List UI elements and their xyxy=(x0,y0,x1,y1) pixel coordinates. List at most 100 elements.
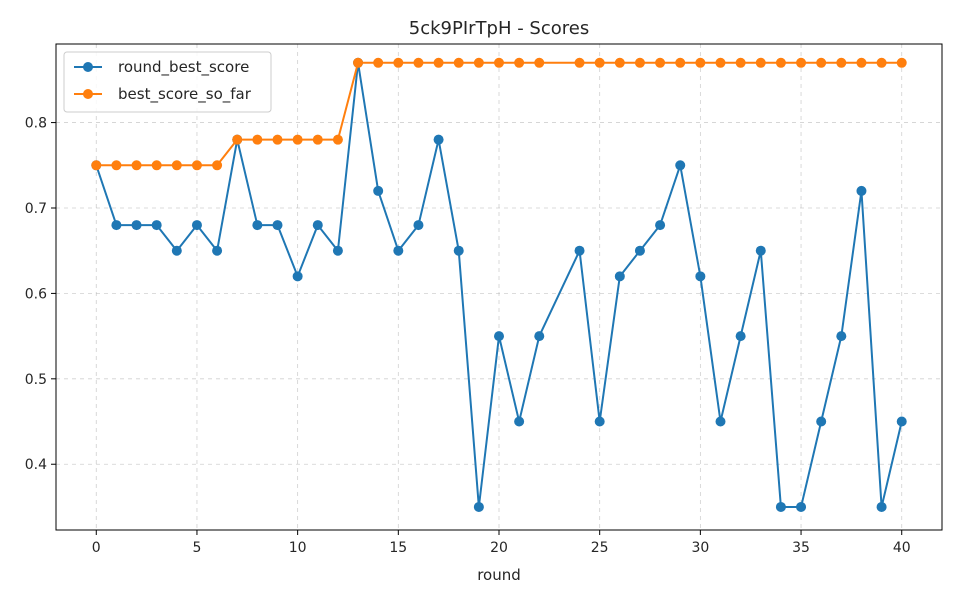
data-point-best-score-so-far xyxy=(171,160,182,171)
data-point-round-best-score xyxy=(695,271,706,282)
data-point-best-score-so-far xyxy=(695,57,706,68)
data-point-round-best-score xyxy=(252,220,263,231)
data-point-best-score-so-far xyxy=(836,57,847,68)
data-point-round-best-score xyxy=(433,134,444,145)
data-point-round-best-score xyxy=(755,245,766,256)
data-point-best-score-so-far xyxy=(715,57,726,68)
legend-marker-best-score-so-far xyxy=(83,89,93,99)
data-point-best-score-so-far xyxy=(735,57,746,68)
data-point-round-best-score xyxy=(876,501,887,512)
data-point-round-best-score xyxy=(614,271,625,282)
data-point-round-best-score xyxy=(312,220,323,231)
data-point-round-best-score xyxy=(373,185,384,196)
data-point-best-score-so-far xyxy=(312,134,323,145)
data-point-best-score-so-far xyxy=(574,57,585,68)
data-point-best-score-so-far xyxy=(393,57,404,68)
data-point-round-best-score xyxy=(634,245,645,256)
data-point-round-best-score xyxy=(131,220,142,231)
data-point-round-best-score xyxy=(534,331,545,342)
data-point-best-score-so-far xyxy=(796,57,807,68)
data-point-best-score-so-far xyxy=(252,134,263,145)
chart-title: 5ck9PIrTpH - Scores xyxy=(409,18,589,39)
data-point-round-best-score xyxy=(272,220,283,231)
data-point-best-score-so-far xyxy=(856,57,867,68)
series-line-round-best-score xyxy=(95,61,903,508)
data-point-round-best-score xyxy=(171,245,182,256)
y-tick-label: 0.5 xyxy=(25,372,47,388)
data-point-round-best-score xyxy=(594,416,605,427)
data-point-round-best-score xyxy=(332,245,343,256)
data-point-best-score-so-far xyxy=(353,57,364,68)
x-tick-label: 40 xyxy=(893,540,911,556)
data-point-round-best-score xyxy=(111,220,122,231)
legend-label-best-score-so-far: best_score_so_far xyxy=(118,85,252,104)
data-point-round-best-score xyxy=(413,220,424,231)
data-point-best-score-so-far xyxy=(775,57,786,68)
data-point-best-score-so-far xyxy=(232,134,243,145)
x-tick-label: 35 xyxy=(792,540,810,556)
data-point-best-score-so-far xyxy=(675,57,686,68)
data-point-round-best-score xyxy=(675,160,686,171)
data-point-best-score-so-far xyxy=(594,57,605,68)
data-point-best-score-so-far xyxy=(655,57,666,68)
y-tick-label: 0.8 xyxy=(25,116,47,132)
data-point-best-score-so-far xyxy=(453,57,464,68)
legend-label-round-best-score: round_best_score xyxy=(118,58,249,77)
x-tick-label: 5 xyxy=(192,540,201,556)
data-point-best-score-so-far xyxy=(151,160,162,171)
data-point-round-best-score xyxy=(574,245,585,256)
data-point-round-best-score xyxy=(191,220,202,231)
data-point-best-score-so-far xyxy=(494,57,504,68)
data-point-best-score-so-far xyxy=(514,57,525,68)
data-point-best-score-so-far xyxy=(111,160,122,171)
axis-ticks: 0 5 10 15 20 25 30 35 40 0.4 0.5 0.6 0.7 0.8 xyxy=(25,116,911,556)
y-tick-label: 0.4 xyxy=(25,457,47,473)
series-layer xyxy=(91,57,907,512)
data-point-round-best-score xyxy=(816,416,827,427)
data-point-best-score-so-far xyxy=(272,134,283,145)
x-tick-label: 20 xyxy=(490,540,508,556)
data-point-best-score-so-far xyxy=(413,57,424,68)
x-axis-title: round xyxy=(477,566,521,584)
data-point-best-score-so-far xyxy=(896,57,907,68)
data-point-best-score-so-far xyxy=(212,160,223,171)
x-tick-label: 25 xyxy=(591,540,609,556)
grid xyxy=(56,44,942,530)
x-tick-label: 0 xyxy=(92,540,101,556)
data-point-best-score-so-far xyxy=(534,57,545,68)
data-point-best-score-so-far xyxy=(332,134,343,145)
series-line-best-score-so-far xyxy=(96,61,902,167)
data-point-round-best-score xyxy=(735,331,746,342)
data-point-round-best-score xyxy=(473,501,484,512)
data-point-round-best-score xyxy=(514,416,525,427)
data-point-round-best-score xyxy=(856,185,867,196)
data-point-best-score-so-far xyxy=(292,134,303,145)
data-point-round-best-score xyxy=(292,271,303,282)
y-tick-label: 0.6 xyxy=(25,286,47,302)
data-point-best-score-so-far xyxy=(373,57,384,68)
legend-marker-round-best-score xyxy=(83,62,93,72)
data-point-best-score-so-far xyxy=(816,57,827,68)
data-point-best-score-so-far xyxy=(876,57,887,68)
data-point-round-best-score xyxy=(796,501,807,512)
data-point-round-best-score xyxy=(151,220,162,231)
x-tick-label: 30 xyxy=(691,540,709,556)
data-point-best-score-so-far xyxy=(614,57,625,68)
data-point-round-best-score xyxy=(494,331,504,342)
x-tick-label: 10 xyxy=(289,540,307,556)
data-point-round-best-score xyxy=(715,416,726,427)
data-point-best-score-so-far xyxy=(433,57,444,68)
legend-box xyxy=(63,51,272,113)
data-point-round-best-score xyxy=(655,220,666,231)
data-point-round-best-score xyxy=(212,245,223,256)
data-point-round-best-score xyxy=(775,501,786,512)
series-best-score-so-far xyxy=(91,57,907,171)
data-point-best-score-so-far xyxy=(755,57,766,68)
y-tick-label: 0.7 xyxy=(25,201,47,217)
data-point-round-best-score xyxy=(453,245,464,256)
data-point-best-score-so-far xyxy=(91,160,102,171)
data-point-round-best-score xyxy=(393,245,404,256)
legend: round_best_score best_score_so_far xyxy=(63,51,272,113)
data-point-round-best-score xyxy=(836,331,847,342)
